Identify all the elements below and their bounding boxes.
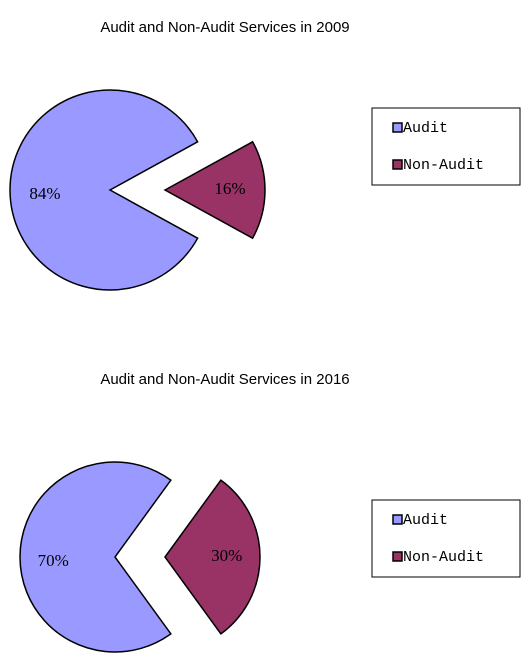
legend-swatch [392,514,403,525]
legend-label: Audit [403,120,448,137]
pie-slice [163,140,266,240]
legend-box [371,499,521,578]
pie-slice [19,461,172,653]
pie-slice [164,479,261,635]
data-label: 70% [38,551,69,570]
chart-title: Audit and Non-Audit Services in 2016 [100,371,349,388]
legend-swatch [392,159,403,170]
pie-slice [9,89,199,291]
data-label: 16% [214,179,245,198]
chart-title: Audit and Non-Audit Services in 2009 [100,19,349,36]
legend-box [371,107,521,186]
legend: Audit Non-Audit [371,107,521,186]
legend-label: Non-Audit [403,549,484,566]
legend-label: Audit [403,512,448,529]
data-label: 30% [211,546,242,565]
legend-label: Non-Audit [403,157,484,174]
legend-swatch [392,122,403,133]
pie-chart: Audit and Non-Audit Services in 2016 70% 3… [19,371,521,653]
legend-swatch [392,551,403,562]
pie-chart: Audit and Non-Audit Services in 2009 84% 1… [9,19,521,291]
data-label: 84% [29,184,60,203]
legend: Audit Non-Audit [371,499,521,578]
